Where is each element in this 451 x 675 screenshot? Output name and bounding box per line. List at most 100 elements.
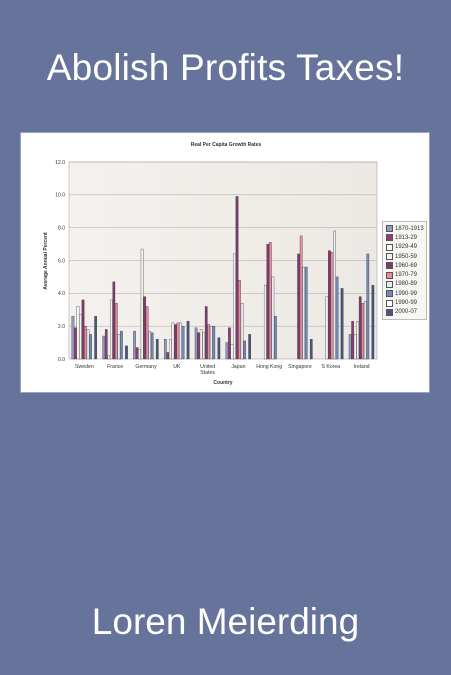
x-tick-label: States [200,370,215,376]
bar [263,284,267,360]
bar [135,347,139,360]
bar [186,321,190,360]
x-tick-label: Germany [135,364,157,370]
bar [181,325,185,360]
legend-item: 1970-79 [386,270,424,279]
bar [371,284,375,360]
bar [194,327,198,360]
legend-item: 1990-99 [386,298,424,307]
bar [94,316,97,360]
bar [174,324,177,360]
bar [353,334,357,360]
bar [176,322,180,360]
x-tick-label: Hong Kong [256,364,282,370]
bar [117,334,121,360]
bar [155,339,159,360]
bar [163,339,167,360]
bar [140,248,144,360]
bar [358,296,362,360]
bar [115,303,118,360]
bar [74,327,77,360]
bar [166,352,170,360]
bar [120,330,123,360]
bar [79,314,82,360]
bar [204,306,208,360]
x-tick-label: France [107,364,123,370]
bar [228,327,231,360]
bar [150,332,154,360]
bar [107,355,111,360]
book-title: Abolish Profits Taxes! [46,47,405,88]
bar [325,296,329,360]
bar [235,196,239,360]
bar [335,276,339,360]
legend-label: 1870-1913 [395,225,424,232]
bar [233,253,236,360]
bar [197,332,200,360]
legend-item: 1929-49 [386,243,424,252]
legend-label: 1960-69 [395,262,418,269]
x-tick-label: Sweden [75,364,94,370]
bar [340,288,344,360]
bar [299,235,303,360]
legend-swatch [386,299,393,307]
legend-item: 1990-99 [386,289,424,298]
x-tick-label: Japan [231,364,245,370]
bar [240,303,244,360]
bar [199,329,203,360]
legend-item: 1870-1913 [386,224,424,233]
bar [248,334,251,360]
bar [143,296,146,360]
bar [351,321,354,360]
bar [138,348,141,360]
legend-item: 1980-89 [386,280,424,289]
y-tick-label: 2.0 [58,324,65,330]
bar [207,324,211,360]
legend-swatch [386,271,393,279]
bar [76,306,80,360]
chart-title: Real Per Capita Growth Rates [191,142,262,148]
bar [225,342,229,360]
legend-label: 1970-79 [395,272,418,279]
bar [271,276,275,360]
bar [230,344,234,360]
bar [348,334,352,360]
legend-label: 1913-29 [395,234,418,241]
y-tick-label: 8.0 [58,225,65,231]
bar [363,301,367,360]
bar [169,339,172,360]
bar [171,322,175,360]
legend-label: 2000-07 [395,309,418,316]
bar [81,299,85,360]
legend-swatch [386,308,393,316]
y-tick-label: 4.0 [58,291,65,297]
x-tick-label: UK [173,364,181,370]
legend-item: 2000-07 [386,308,424,317]
bar [361,303,365,360]
bar [179,322,182,360]
bar [104,329,108,360]
y-axis-label: Average Annual Percent [43,232,49,290]
bar [269,242,272,360]
legend-label: 1929-49 [395,244,418,251]
y-tick-label: 12.0 [55,160,65,166]
bar [330,252,334,360]
bar [209,325,213,360]
y-tick-label: 10.0 [55,193,65,199]
legend-swatch [386,280,393,288]
bar [309,339,313,360]
y-tick-label: 0.0 [58,357,65,363]
x-tick-label: S Korea [321,364,340,370]
bar [356,321,360,360]
legend-swatch [386,243,393,251]
y-tick-labels: 0.0 2.0 4.0 6.0 8.0 10.0 12.0 [55,160,65,363]
bar [89,334,92,360]
bar [86,329,90,360]
bar [109,299,113,360]
bar [148,330,152,360]
bar [112,281,116,360]
legend-item: 1913-29 [386,233,424,242]
x-axis-label: Country [213,380,232,386]
bar [266,243,270,360]
